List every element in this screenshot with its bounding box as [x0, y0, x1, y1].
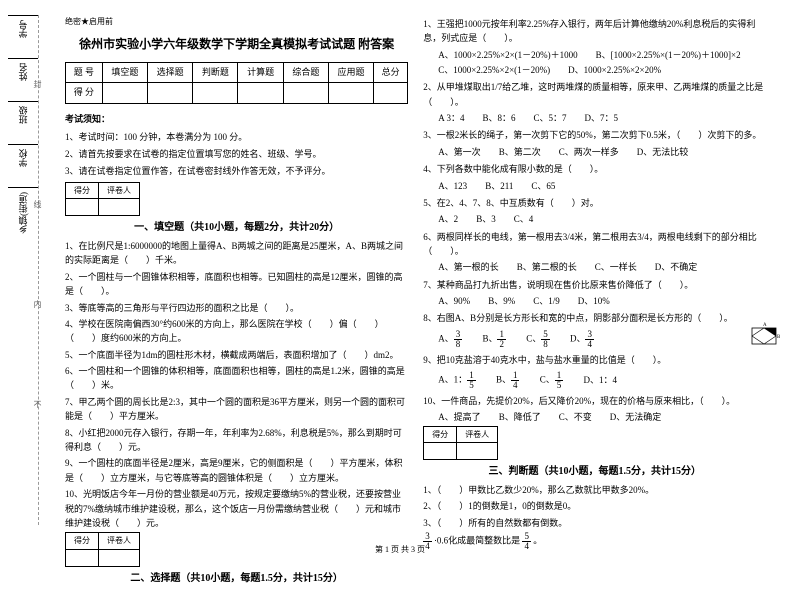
section-3-title: 三、判断题（共10小题，每题1.5分，共计15分）	[423, 463, 766, 480]
q2-10-opts: A、提高了B、降低了C、不变D、无法确定	[438, 410, 766, 425]
left-column: 绝密★启用前 徐州市实验小学六年级数学下学期全真模拟考试试题 附答案 题 号填空…	[65, 15, 408, 590]
q2-9-opts: A、1：15 B、14 C、15 D、1：4	[438, 371, 766, 390]
q3-2: 2、（ ）1的倒数是1，0的倒数是0。	[423, 499, 766, 513]
q2-2-opts: A 3：4B、8：6C、5：7D、7：5	[438, 111, 766, 126]
sidebar-field-3: 姓名	[8, 58, 38, 81]
section-1-title: 一、填空题（共10小题，每题2分，共计20分）	[65, 219, 408, 236]
q1-10: 10、光明饭店今年一月份的营业额是40万元，按规定要缴纳5%的营业税，还要按营业…	[65, 487, 408, 530]
q2-4-opts: A、123B、211C、65	[438, 179, 766, 194]
q1-9: 9、一个圆柱的底面半径是2厘米，高是9厘米，它的侧面积是（ ）平方厘米，体积是（…	[65, 456, 408, 485]
exam-title: 徐州市实验小学六年级数学下学期全真模拟考试试题 附答案	[65, 34, 408, 54]
sidebar-field-4: 学号	[8, 15, 38, 38]
seal-hint: 封	[32, 80, 43, 88]
sidebar-field-1: 学校	[8, 144, 38, 167]
q2-8-opts: A、38 B、12 C、58 D、34	[438, 330, 766, 349]
q1-6: 6、一个圆柱和一个圆锥的体积相等，底面面积也相等，圆柱的高是1.2米，圆锥的高是…	[65, 364, 408, 393]
q3-3: 3、（ ）所有的自然数都有倒数。	[423, 516, 766, 530]
binding-sidebar: 乡镇(街道) 学校 班级 姓名 学号	[8, 15, 38, 515]
q2-7-opts: A、90%B、9%C、1/9D、10%	[438, 294, 766, 309]
q3-1: 1、（ ）甲数比乙数少20%，那么乙数就比甲数多20%。	[423, 483, 766, 497]
secrecy-tag: 绝密★启用前	[65, 15, 408, 29]
page-footer: 第 1 页 共 3 页	[375, 544, 425, 555]
marker-box: 得分评卷人	[65, 182, 140, 216]
q2-5: 5、在2、4、7、8、中互质数有（ ）对。	[423, 196, 766, 210]
q2-4: 4、下列各数中能化成有限小数的是（ ）。	[423, 162, 766, 176]
q2-1-opts: A、1000×2.25%×2×(1－20%)＋1000B、[1000×2.25%…	[438, 48, 766, 79]
q2-3: 3、一根2米长的绳子，第一次剪下它的50%，第二次剪下0.5米，（ ）次剪下的多…	[423, 128, 766, 142]
q1-5: 5、一个底面半径为1dm的圆柱形木材，横截成两端后，表面积增加了（ ）dm2。	[65, 348, 408, 362]
q2-7: 7、某种商品打九折出售，说明现在售价比原来售价降低了（ ）。	[423, 278, 766, 292]
score-table: 题 号填空题选择题判断题计算题综合题应用题总分 得 分	[65, 62, 408, 104]
q1-3: 3、等底等高的三角形与平行四边形的面积之比是（ ）。	[65, 301, 408, 315]
q2-6-opts: A、第一根的长B、第二根的长C、一样长D、不确定	[438, 260, 766, 275]
seal-hint: 内	[32, 300, 43, 308]
sidebar-field-2: 班级	[8, 101, 38, 124]
q2-10: 10、一件商品，先提价20%，后又降价20%，现在的价格与原来相比，（ ）。	[423, 394, 766, 408]
seal-hint: 线	[32, 200, 43, 208]
notice-label: 考试须知：	[65, 112, 408, 127]
q1-2: 2、一个圆柱与一个圆锥体积相等，底面积也相等。已知圆柱的高是12厘米，圆锥的高是…	[65, 270, 408, 299]
right-column: 1、王强把1000元按年利率2.25%存入银行，两年后计算他缴纳20%利息税后的…	[423, 15, 766, 590]
q2-5-opts: A、2B、3C、4	[438, 212, 766, 227]
marker-box: 得分评卷人	[65, 532, 140, 566]
q1-7: 7、甲乙两个圆的周长比是2:3，其中一个圆的面积是36平方厘米，则另一个圆的面积…	[65, 395, 408, 424]
seal-line	[38, 15, 39, 525]
marker-box: 得分评卷人	[423, 426, 498, 460]
q2-3-opts: A、第一次B、第二次C、两次一样多D、无法比较	[438, 145, 766, 160]
sidebar-field-0: 乡镇(街道)	[8, 187, 38, 234]
q2-8: 8、右图A、B分别是长方形长和宽的中点，阴影部分面积是长方形的（ ）。	[423, 311, 766, 325]
seal-hint: 不	[32, 400, 43, 408]
notice-item: 1、考试时间：100 分钟，本卷满分为 100 分。	[65, 130, 408, 145]
rectangle-diagram-icon: A B	[750, 320, 780, 350]
q1-1: 1、在比例尺是1:6000000的地图上量得A、B两城之间的距离是25厘米，A、…	[65, 239, 408, 268]
q1-4: 4、学校在医院南偏西30°约600米的方向上，那么医院在学校（ ）偏（ ）（ ）…	[65, 317, 408, 346]
notice-item: 2、请首先按要求在试卷的指定位置填写您的姓名、班级、学号。	[65, 147, 408, 162]
q2-6: 6、两根同样长的电线，第一根用去3/4米，第二根用去3/4，两根电线剩下的部分相…	[423, 230, 766, 259]
q2-1: 1、王强把1000元按年利率2.25%存入银行，两年后计算他缴纳20%利息税后的…	[423, 17, 766, 46]
svg-text:A: A	[763, 323, 767, 328]
q3-4: 34 ·0.6化成最简整数比是 54 。	[423, 532, 766, 551]
notice-item: 3、请在试卷指定位置作答，在试卷密封线外作答无效，不予评分。	[65, 164, 408, 179]
section-2-title: 二、选择题（共10小题，每题1.5分，共计15分）	[65, 570, 408, 587]
svg-text:B: B	[777, 335, 780, 340]
q2-9: 9、把10克盐溶于40克水中，盐与盐水重量的比值是（ ）。	[423, 353, 766, 367]
q2-2: 2、从甲堆煤取出1/7给乙堆，这时两堆煤的质量相等，原来甲、乙两堆煤的质量之比是…	[423, 80, 766, 109]
q1-8: 8、小红把2000元存入银行，存期一年，年利率为2.68%，利息税是5%，那么到…	[65, 426, 408, 455]
